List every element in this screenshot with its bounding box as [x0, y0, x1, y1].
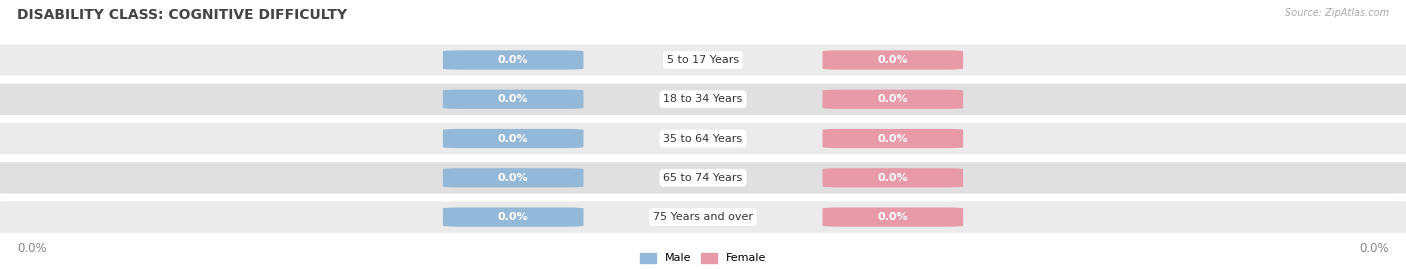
- Text: 0.0%: 0.0%: [877, 133, 908, 144]
- Text: 18 to 34 Years: 18 to 34 Years: [664, 94, 742, 104]
- Text: 0.0%: 0.0%: [17, 242, 46, 255]
- FancyBboxPatch shape: [443, 50, 583, 70]
- Text: Source: ZipAtlas.com: Source: ZipAtlas.com: [1285, 8, 1389, 18]
- FancyBboxPatch shape: [0, 84, 1406, 115]
- Text: 0.0%: 0.0%: [498, 173, 529, 183]
- FancyBboxPatch shape: [0, 201, 1406, 233]
- Text: 0.0%: 0.0%: [498, 94, 529, 104]
- Text: 0.0%: 0.0%: [877, 173, 908, 183]
- Text: 35 to 64 Years: 35 to 64 Years: [664, 133, 742, 144]
- Text: 0.0%: 0.0%: [1360, 242, 1389, 255]
- Text: 5 to 17 Years: 5 to 17 Years: [666, 55, 740, 65]
- FancyBboxPatch shape: [823, 50, 963, 70]
- Text: DISABILITY CLASS: COGNITIVE DIFFICULTY: DISABILITY CLASS: COGNITIVE DIFFICULTY: [17, 8, 347, 22]
- FancyBboxPatch shape: [823, 168, 963, 187]
- Text: 0.0%: 0.0%: [877, 94, 908, 104]
- FancyBboxPatch shape: [0, 162, 1406, 193]
- Text: 65 to 74 Years: 65 to 74 Years: [664, 173, 742, 183]
- Text: 0.0%: 0.0%: [498, 212, 529, 222]
- FancyBboxPatch shape: [443, 207, 583, 227]
- Text: 75 Years and over: 75 Years and over: [652, 212, 754, 222]
- Text: 0.0%: 0.0%: [498, 55, 529, 65]
- Legend: Male, Female: Male, Female: [640, 253, 766, 263]
- Text: 0.0%: 0.0%: [498, 133, 529, 144]
- FancyBboxPatch shape: [443, 129, 583, 148]
- FancyBboxPatch shape: [823, 207, 963, 227]
- FancyBboxPatch shape: [443, 90, 583, 109]
- FancyBboxPatch shape: [443, 168, 583, 187]
- FancyBboxPatch shape: [823, 129, 963, 148]
- FancyBboxPatch shape: [0, 123, 1406, 154]
- FancyBboxPatch shape: [823, 90, 963, 109]
- FancyBboxPatch shape: [0, 44, 1406, 76]
- Text: 0.0%: 0.0%: [877, 55, 908, 65]
- Text: 0.0%: 0.0%: [877, 212, 908, 222]
